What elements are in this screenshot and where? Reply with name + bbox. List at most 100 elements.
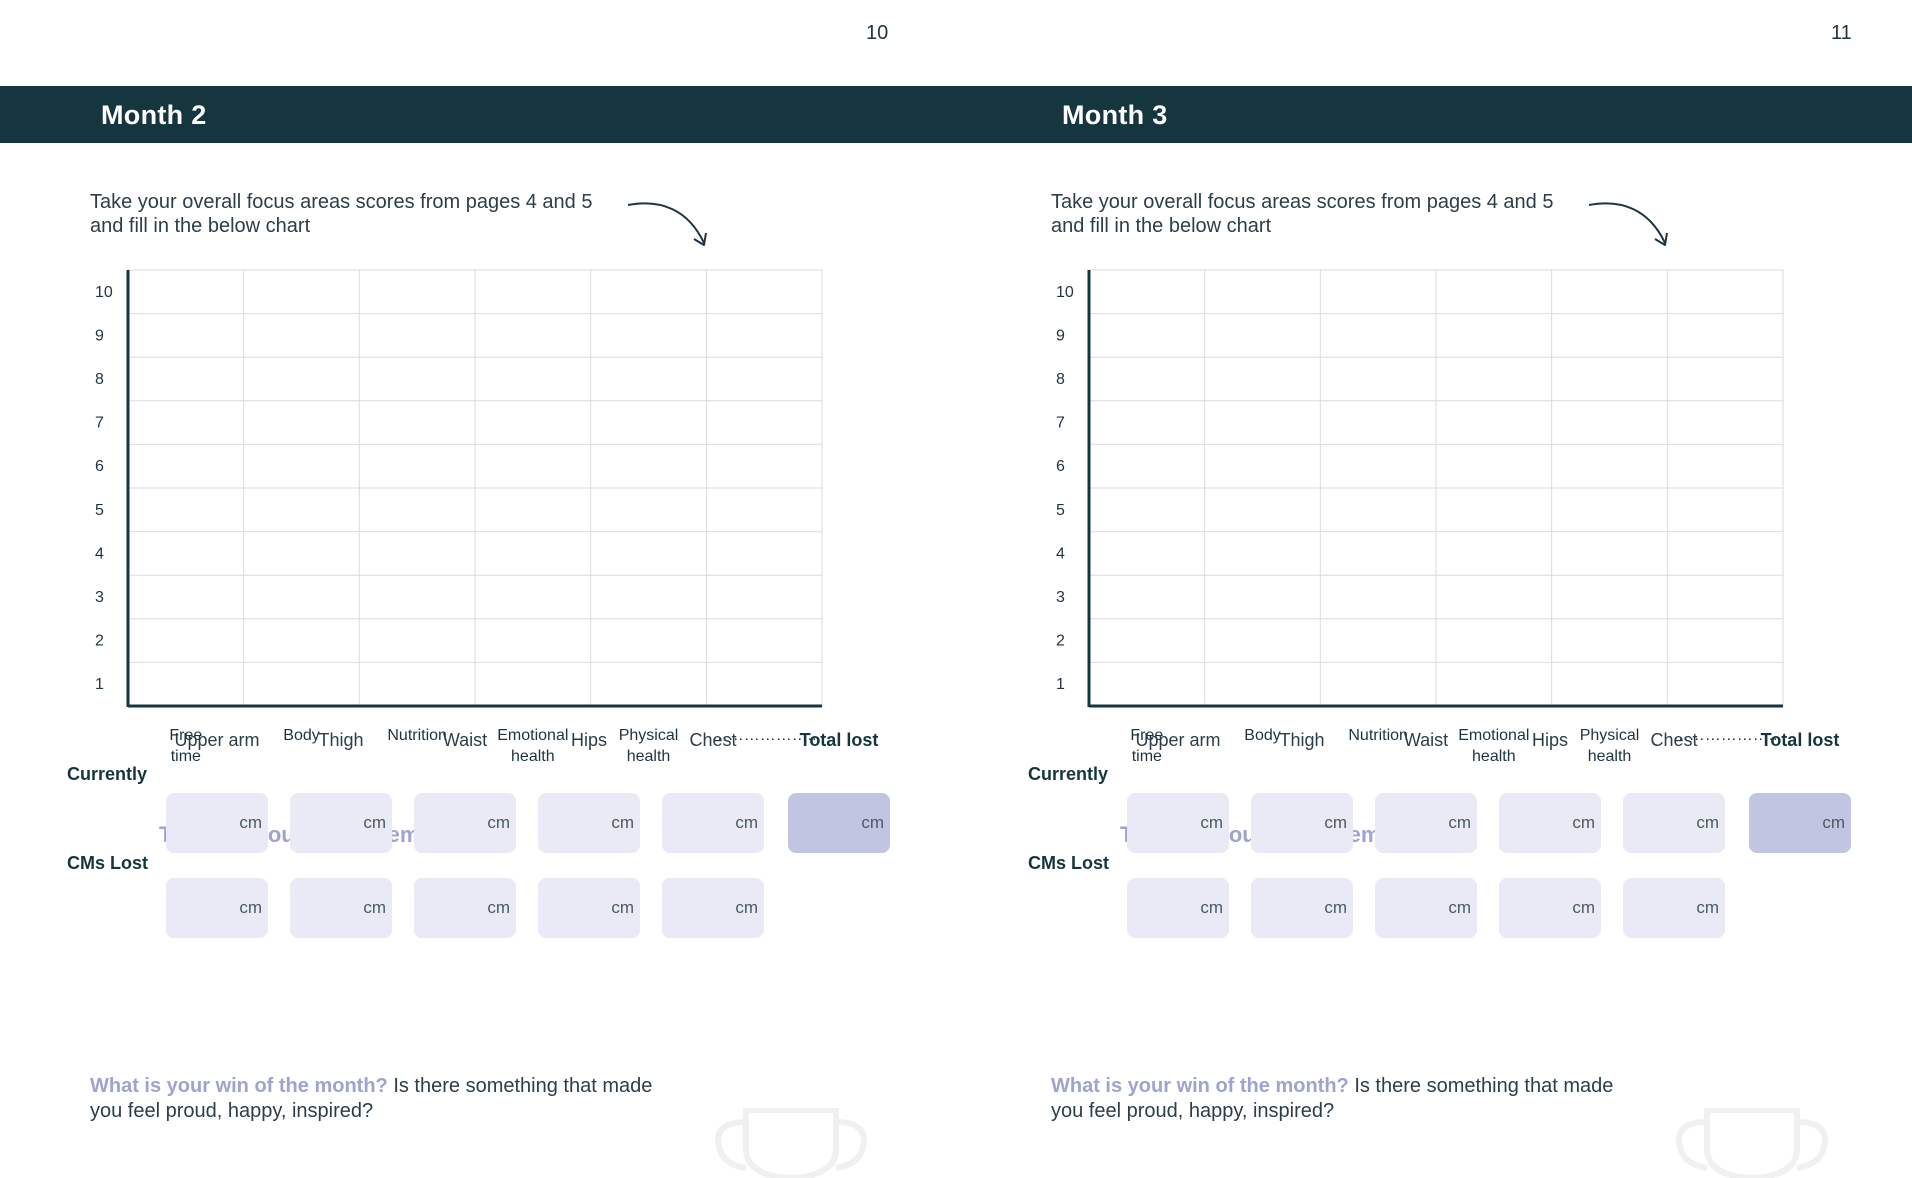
unit-label: cm bbox=[1200, 813, 1223, 832]
trophy-icon bbox=[714, 1108, 868, 1178]
x-category-label: Body bbox=[1244, 727, 1280, 744]
y-tick-label: 3 bbox=[1056, 589, 1065, 606]
focus-score-chart: 10 9 8 7 6 5 4 3 2 1 Free time Body Nutrition Emotiona… bbox=[1051, 269, 1791, 769]
measurement-field[interactable]: cm bbox=[662, 878, 764, 938]
unit-label: cm bbox=[363, 813, 386, 832]
curved-arrow-icon bbox=[627, 202, 707, 246]
chart-grid: 10 9 8 7 6 5 4 3 2 1 Free time Body Nutrition Emotiona… bbox=[1056, 269, 1784, 765]
x-category-label: health bbox=[511, 748, 555, 765]
page-number-left: 10 bbox=[866, 22, 889, 44]
x-category-label: Free bbox=[169, 727, 202, 744]
page-number-right: 11 bbox=[1831, 22, 1852, 44]
page-month-2: Take your overall focus areas scores fro… bbox=[0, 143, 956, 1178]
y-tick-label: 5 bbox=[95, 502, 104, 519]
win-description: Is there something that made you feel pr… bbox=[1051, 1075, 1614, 1122]
measurement-field[interactable]: cm bbox=[662, 793, 764, 853]
y-tick-label: 2 bbox=[1056, 633, 1065, 650]
unit-label: cm bbox=[735, 898, 758, 917]
y-tick-label: 6 bbox=[95, 458, 104, 475]
y-tick-label: 4 bbox=[95, 545, 104, 562]
unit-label: cm bbox=[1572, 813, 1595, 832]
header-band: Month 2 Month 3 bbox=[0, 86, 1912, 143]
measurement-field[interactable]: cm bbox=[290, 878, 392, 938]
unit-label: cm bbox=[363, 898, 386, 917]
measurement-column-header: Total lost bbox=[1760, 730, 1840, 750]
chart-grid: 10 9 8 7 6 5 4 3 2 1 Free time Body Nutrition Emotiona… bbox=[95, 269, 823, 765]
measurement-field[interactable]: cm bbox=[1127, 793, 1229, 853]
win-question: What is your win of the month? bbox=[90, 1075, 388, 1097]
x-category-label: ……………….. bbox=[712, 727, 817, 744]
unit-label: cm bbox=[1696, 898, 1719, 917]
y-tick-label: 9 bbox=[1056, 327, 1065, 344]
y-tick-label: 6 bbox=[1056, 458, 1065, 475]
measurement-field[interactable]: cm bbox=[1499, 878, 1601, 938]
x-category-label: Emotional bbox=[1458, 727, 1529, 744]
measurement-column-header: Waist bbox=[442, 730, 488, 750]
unit-label: cm bbox=[1696, 813, 1719, 832]
measurement-field[interactable]: cm bbox=[1251, 878, 1353, 938]
x-category-label: health bbox=[627, 748, 671, 765]
x-category-label: Nutrition bbox=[1348, 727, 1408, 744]
measurement-column-header: Upper arm bbox=[174, 730, 260, 750]
measurement-field[interactable]: cm bbox=[290, 793, 392, 853]
measurement-field[interactable]: cm bbox=[1623, 878, 1725, 938]
y-tick-label: 3 bbox=[95, 589, 104, 606]
measurement-column-header: Upper arm bbox=[1135, 730, 1221, 750]
x-category-label: Physical bbox=[619, 727, 679, 744]
win-question: What is your win of the month? bbox=[1051, 1075, 1349, 1097]
measurement-field[interactable]: cm bbox=[166, 793, 268, 853]
intro-text: Take your overall focus areas scores fro… bbox=[90, 191, 593, 237]
total-lost-field[interactable]: cm bbox=[788, 793, 890, 853]
measurement-field[interactable]: cm bbox=[538, 878, 640, 938]
measurement-field[interactable]: cm bbox=[1127, 878, 1229, 938]
measurement-column-header: Thigh bbox=[1279, 730, 1325, 750]
unit-label: cm bbox=[1448, 898, 1471, 917]
measurement-field[interactable]: cm bbox=[1623, 793, 1725, 853]
trophy-icon bbox=[1675, 1108, 1829, 1178]
y-tick-label: 9 bbox=[95, 327, 104, 344]
x-category-label: Emotional bbox=[497, 727, 568, 744]
measurement-column-header: Waist bbox=[1403, 730, 1449, 750]
unit-label: cm bbox=[239, 898, 262, 917]
measurement-column-header: Hips bbox=[570, 730, 607, 750]
unit-label: cm bbox=[487, 898, 510, 917]
unit-label: cm bbox=[239, 813, 262, 832]
measurement-field[interactable]: cm bbox=[1375, 878, 1477, 938]
unit-label: cm bbox=[1822, 813, 1845, 832]
y-tick-label: 7 bbox=[95, 415, 104, 432]
x-category-label: time bbox=[1132, 748, 1162, 765]
unit-label: cm bbox=[487, 813, 510, 832]
measurement-row-label: Currently bbox=[1028, 764, 1109, 784]
y-tick-label: 4 bbox=[1056, 545, 1065, 562]
win-of-month-prompt: What is your win of the month? Is there … bbox=[90, 1074, 690, 1124]
measurement-field[interactable]: cm bbox=[1251, 793, 1353, 853]
page-month-3: Take your overall focus areas scores fro… bbox=[961, 143, 1912, 1178]
unit-label: cm bbox=[861, 813, 884, 832]
win-of-month-prompt: What is your win of the month? Is there … bbox=[1051, 1074, 1651, 1124]
measurement-field[interactable]: cm bbox=[166, 878, 268, 938]
measurement-field[interactable]: cm bbox=[414, 793, 516, 853]
y-tick-label: 7 bbox=[1056, 415, 1065, 432]
intro-text: Take your overall focus areas scores fro… bbox=[1051, 191, 1554, 237]
x-category-label: Free bbox=[1130, 727, 1163, 744]
unit-label: cm bbox=[1324, 898, 1347, 917]
measurement-field[interactable]: cm bbox=[414, 878, 516, 938]
measurement-field[interactable]: cm bbox=[1375, 793, 1477, 853]
x-category-label: Body bbox=[283, 727, 319, 744]
unit-label: cm bbox=[611, 898, 634, 917]
y-tick-label: 10 bbox=[95, 284, 113, 301]
y-tick-label: 8 bbox=[95, 371, 104, 388]
measurement-field[interactable]: cm bbox=[1499, 793, 1601, 853]
y-tick-label: 2 bbox=[95, 633, 104, 650]
x-category-label: health bbox=[1588, 748, 1632, 765]
unit-label: cm bbox=[1448, 813, 1471, 832]
curved-arrow-icon bbox=[1588, 202, 1668, 246]
month-title: Month 3 bbox=[1062, 100, 1168, 130]
total-lost-field[interactable]: cm bbox=[1749, 793, 1851, 853]
measurement-column-header: Thigh bbox=[318, 730, 364, 750]
unit-label: cm bbox=[1200, 898, 1223, 917]
measurement-column-header: Chest bbox=[689, 730, 737, 750]
x-category-label: Physical bbox=[1580, 727, 1640, 744]
measurement-column-header: Hips bbox=[1531, 730, 1568, 750]
measurement-field[interactable]: cm bbox=[538, 793, 640, 853]
